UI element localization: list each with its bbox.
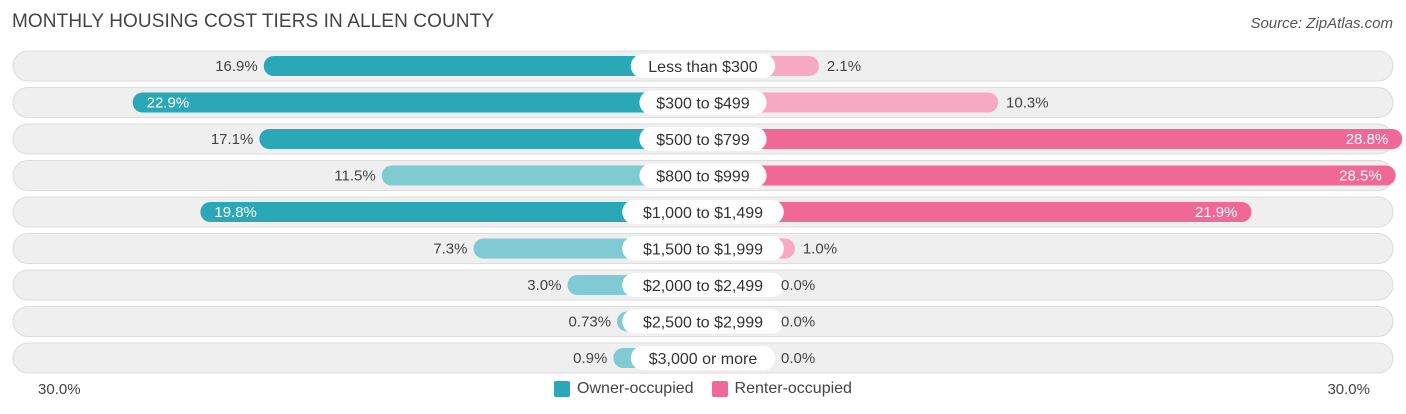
legend-label-renter: Renter-occupied (734, 380, 852, 397)
renter-bar-3 (703, 165, 1396, 186)
legend-item-owner: Owner-occupied (554, 380, 694, 398)
renter-bar-2 (703, 129, 1403, 149)
legend: Owner-occupied Renter-occupied (0, 380, 1406, 398)
category-label-1: $300 to $499 (656, 96, 750, 113)
category-label-5: $1,500 to $1,999 (643, 242, 763, 259)
owner-value-label-7: 0.73% (569, 314, 612, 331)
owner-value-label-0: 16.9% (215, 58, 258, 75)
owner-value-label-6: 3.0% (527, 277, 561, 294)
chart-title: MONTHLY HOUSING COST TIERS IN ALLEN COUN… (12, 11, 495, 32)
chart-canvas: Less than $300 16.9% 2.1% $300 to $499 22.9%… (12, 50, 1403, 374)
legend-swatch-renter (711, 381, 728, 397)
category-label-2: $500 to $799 (656, 132, 750, 149)
owner-value-label-3: 11.5% (334, 168, 375, 185)
category-pill-8 (630, 346, 776, 370)
category-pill-4 (622, 200, 784, 224)
category-pill-5 (622, 236, 784, 261)
owner-value-label-1: 22.9% (147, 95, 190, 112)
renter-value-label-6: 0.0% (781, 277, 815, 294)
owner-bar-0 (263, 56, 703, 76)
renter-bar-4 (703, 202, 1252, 222)
owner-value-label-5: 7.3% (433, 241, 467, 258)
category-label-0: Less than $300 (648, 59, 758, 76)
owner-bar-2 (259, 129, 703, 149)
renter-value-label-7: 0.0% (781, 314, 815, 331)
renter-value-label-0: 2.1% (827, 58, 861, 75)
category-pill-6 (622, 273, 784, 297)
owner-bar-3 (381, 165, 703, 186)
owner-value-label-2: 17.1% (211, 131, 254, 148)
category-label-8: $3,000 or more (649, 351, 758, 368)
renter-value-label-2: 28.8% (1346, 131, 1389, 148)
legend-swatch-owner (554, 381, 571, 397)
renter-value-label-8: 0.0% (781, 350, 815, 367)
legend-label-owner: Owner-occupied (577, 380, 694, 397)
category-pill-1 (639, 90, 767, 115)
renter-bar-1 (703, 92, 999, 113)
category-pill-0 (630, 54, 776, 78)
category-label-7: $2,500 to $2,999 (643, 315, 763, 332)
category-pill-7 (622, 309, 784, 334)
owner-bar-1 (132, 92, 703, 113)
owner-value-label-8: 0.9% (573, 350, 607, 367)
renter-value-label-3: 28.5% (1339, 168, 1382, 185)
category-label-6: $2,000 to $2,499 (643, 278, 763, 295)
renter-value-label-4: 21.9% (1195, 204, 1238, 221)
chart-source: Source: ZipAtlas.com (1250, 15, 1393, 32)
renter-value-label-1: 10.3% (1006, 95, 1049, 112)
category-pill-3 (639, 163, 767, 188)
category-pill-2 (639, 127, 767, 151)
renter-value-label-5: 1.0% (803, 241, 837, 258)
category-label-4: $1,000 to $1,499 (643, 205, 763, 222)
category-label-3: $800 to $999 (656, 169, 750, 186)
owner-value-label-4: 19.8% (214, 204, 257, 221)
axis-right-label: 30.0% (1327, 381, 1370, 398)
axis-left-label: 30.0% (38, 381, 81, 398)
legend-item-renter: Renter-occupied (711, 380, 852, 398)
owner-bar-4 (200, 202, 703, 222)
